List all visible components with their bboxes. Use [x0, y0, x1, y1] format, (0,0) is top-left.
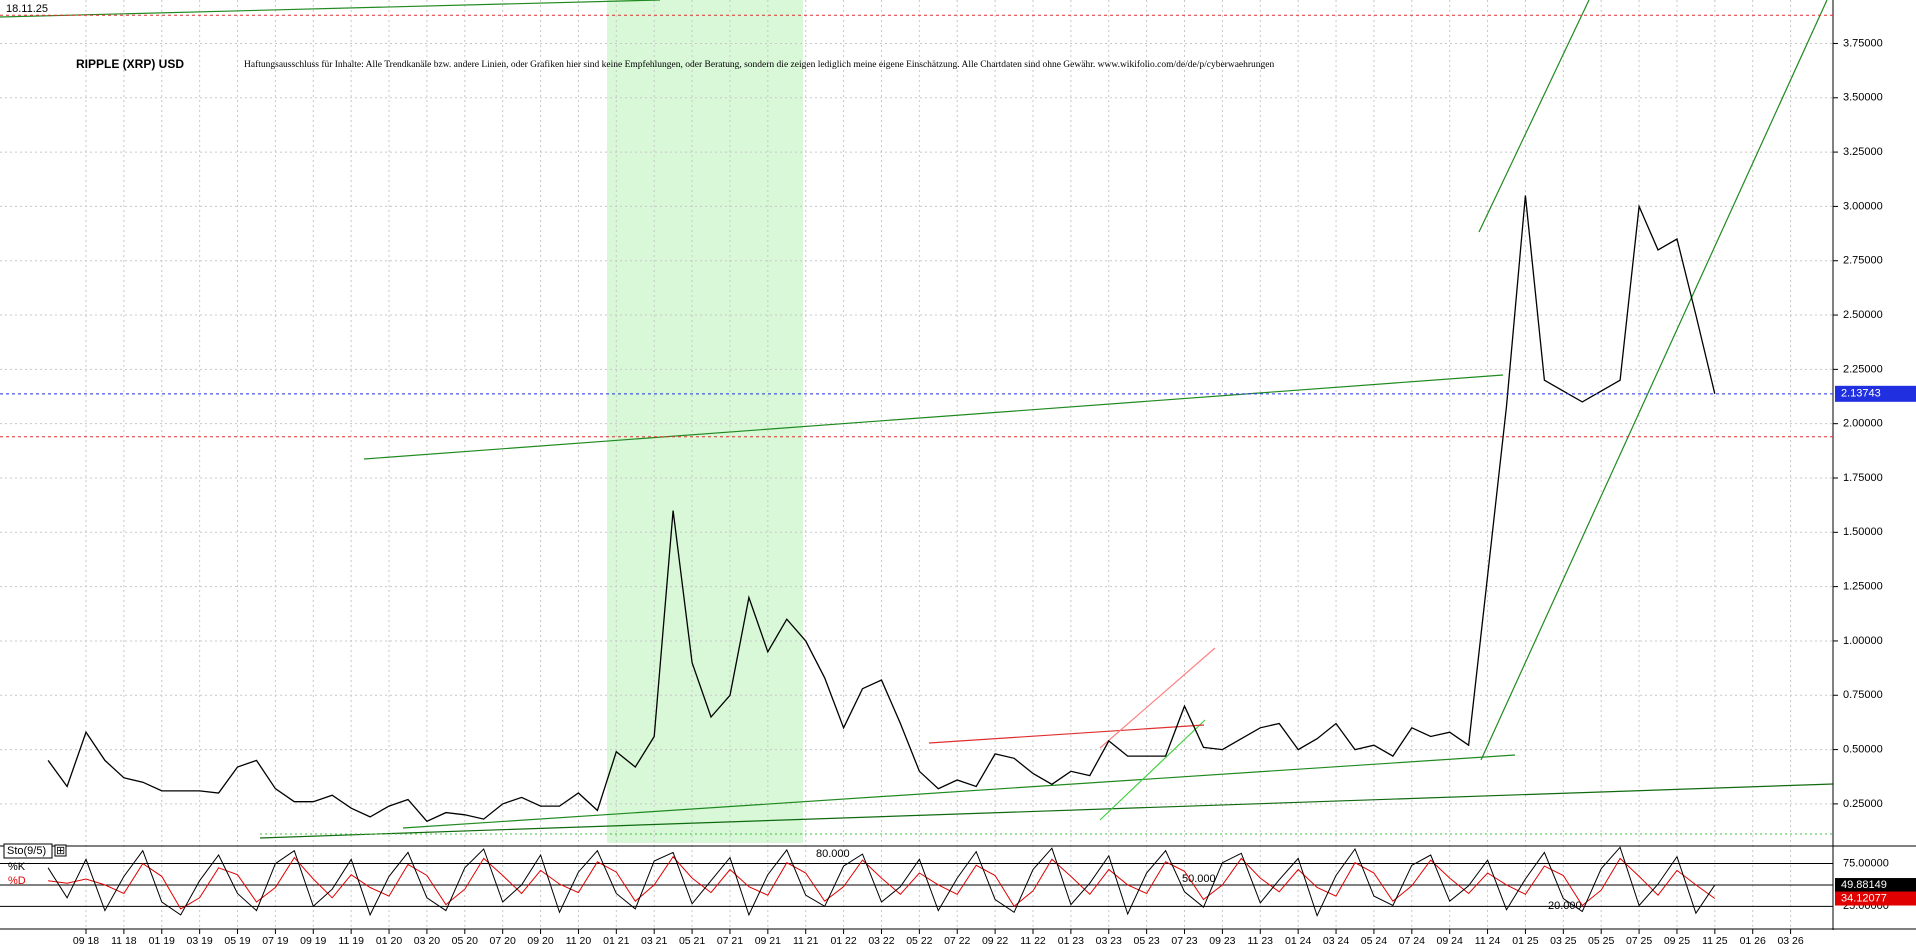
highlight-zone: [607, 0, 803, 843]
x-tick-label: 11 22: [1020, 935, 1046, 947]
x-tick-label: 11 24: [1475, 935, 1501, 947]
x-tick-label: 07 19: [262, 935, 288, 947]
trend-line: [928, 724, 1205, 744]
trend-line: [1099, 647, 1216, 749]
x-tick-label: 11 25: [1702, 935, 1728, 947]
indicator-line: [47, 846, 1716, 918]
x-tick-label: 05 23: [1133, 935, 1159, 947]
x-tick-label: 07 20: [490, 935, 516, 947]
x-tick-label: 03 24: [1323, 935, 1349, 947]
x-tick-label: 03 19: [186, 935, 212, 947]
x-tick-label: 03 23: [1096, 935, 1122, 947]
y-tick-label: 1.75000: [1843, 472, 1883, 484]
value-box: [1835, 878, 1916, 893]
y-tick-label: 3.00000: [1843, 200, 1883, 212]
x-tick-label: 03 21: [641, 935, 667, 947]
legend-label: %K: [8, 861, 26, 873]
x-tick-label: 09 24: [1437, 935, 1463, 947]
x-tick-label: 07 25: [1626, 935, 1652, 947]
legend-label: %D: [8, 875, 26, 887]
indicator-button-icon: ⊞: [56, 845, 65, 857]
x-tick-label: 01 21: [603, 935, 629, 947]
x-tick-label: 05 20: [452, 935, 478, 947]
y-tick-label: 3.25000: [1843, 146, 1883, 158]
price-line: [47, 195, 1716, 823]
x-tick-label: 05 24: [1361, 935, 1387, 947]
grid: [0, 0, 1833, 929]
x-tick-label: 11 23: [1248, 935, 1274, 947]
chart-date: 18.11.25: [6, 3, 48, 15]
x-tick-label: 09 20: [527, 935, 553, 947]
x-tick-label: 03 26: [1777, 935, 1803, 947]
indicator-box: [3, 843, 53, 859]
trend-line: [259, 783, 1834, 839]
x-tick-label: 07 22: [944, 935, 970, 947]
y-tick-label: 1.00000: [1843, 635, 1883, 647]
trend-line: [1099, 719, 1206, 821]
x-tick-label: 03 25: [1550, 935, 1576, 947]
x-tick-label: 11 18: [111, 935, 137, 947]
x-tick-label: 09 25: [1664, 935, 1690, 947]
y-tick-label: 2.00000: [1843, 418, 1883, 430]
trend-line: [363, 374, 1504, 460]
y-tick-label: 75.00000: [1843, 857, 1889, 869]
x-tick-label: 09 18: [73, 935, 99, 947]
y-tick-label: 2.75000: [1843, 255, 1883, 267]
x-tick-label: 01 26: [1740, 935, 1766, 947]
chart-title: RIPPLE (XRP) USD: [76, 57, 184, 71]
trend-line: [0, 0, 661, 18]
x-tick-label: 07 24: [1399, 935, 1425, 947]
x-tick-label: 09 22: [982, 935, 1008, 947]
current-price-label: 2.13743: [1841, 388, 1881, 400]
trend-line: [1478, 0, 1590, 233]
x-tick-label: 05 25: [1588, 935, 1614, 947]
x-tick-label: 11 19: [338, 935, 364, 947]
y-tick-label: 1.50000: [1843, 526, 1883, 538]
x-tick-label: 03 22: [868, 935, 894, 947]
x-tick-label: 01 23: [1058, 935, 1084, 947]
value-label: 49.88149: [1841, 879, 1887, 891]
x-tick-label: 03 20: [414, 935, 440, 947]
indicator-title: Sto(9/5): [7, 845, 46, 857]
x-tick-label: 11 20: [566, 935, 592, 947]
x-tick-label: 09 23: [1209, 935, 1235, 947]
x-tick-label: 07 23: [1171, 935, 1197, 947]
y-tick-label: 1.25000: [1843, 581, 1883, 593]
level-annotation: 50.000: [1182, 873, 1216, 885]
value-label: 34.12077: [1841, 892, 1887, 904]
current-price-box: [1835, 385, 1916, 402]
x-tick-label: 01 19: [149, 935, 175, 947]
x-tick-label: 11 21: [793, 935, 819, 947]
x-tick-label: 09 19: [300, 935, 326, 947]
disclaimer: Haftungsausschluss für Inhalte: Alle Tre…: [244, 59, 1275, 70]
y-tick-label: 3.75000: [1843, 37, 1883, 49]
y-tick-label: 2.25000: [1843, 363, 1883, 375]
x-tick-label: 01 25: [1512, 935, 1538, 947]
y-tick-label: 0.25000: [1843, 798, 1883, 810]
x-tick-label: 05 19: [224, 935, 250, 947]
indicator-button[interactable]: [54, 844, 67, 857]
trend-line: [1480, 0, 1828, 761]
value-box: [1835, 891, 1916, 906]
trend-line: [402, 754, 1516, 829]
y-tick-label: 0.75000: [1843, 689, 1883, 701]
y-tick-label: 2.50000: [1843, 309, 1883, 321]
x-tick-label: 01 20: [376, 935, 402, 947]
indicator-line: [48, 855, 1716, 910]
y-tick-label: 0.50000: [1843, 743, 1883, 755]
x-tick-label: 05 21: [679, 935, 705, 947]
x-tick-label: 07 21: [717, 935, 743, 947]
x-tick-label: 09 21: [755, 935, 781, 947]
x-tick-label: 01 22: [830, 935, 856, 947]
x-tick-label: 01 24: [1285, 935, 1311, 947]
x-tick-label: 05 22: [906, 935, 932, 947]
y-tick-label: 3.50000: [1843, 92, 1883, 104]
level-annotation: 80.000: [816, 848, 850, 860]
trend-lines: [0, 0, 1834, 839]
